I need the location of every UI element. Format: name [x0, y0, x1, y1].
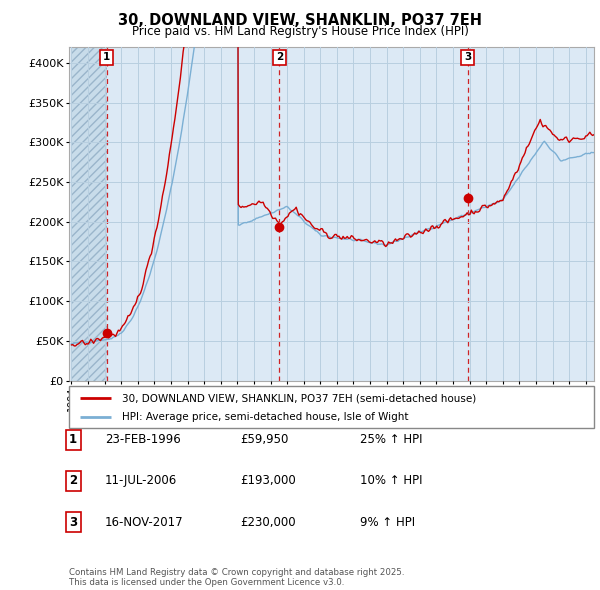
Text: 10% ↑ HPI: 10% ↑ HPI	[360, 474, 422, 487]
Text: 3: 3	[69, 516, 77, 529]
Text: Contains HM Land Registry data © Crown copyright and database right 2025.
This d: Contains HM Land Registry data © Crown c…	[69, 568, 404, 587]
Text: Price paid vs. HM Land Registry's House Price Index (HPI): Price paid vs. HM Land Registry's House …	[131, 25, 469, 38]
Text: £59,950: £59,950	[240, 433, 289, 446]
Text: £230,000: £230,000	[240, 516, 296, 529]
Text: HPI: Average price, semi-detached house, Isle of Wight: HPI: Average price, semi-detached house,…	[121, 412, 408, 422]
Text: 16-NOV-2017: 16-NOV-2017	[105, 516, 184, 529]
Text: 23-FEB-1996: 23-FEB-1996	[105, 433, 181, 446]
Text: 3: 3	[464, 52, 471, 62]
Text: 11-JUL-2006: 11-JUL-2006	[105, 474, 177, 487]
Text: 1: 1	[103, 52, 110, 62]
Text: 2: 2	[276, 52, 283, 62]
Bar	[71, 47, 107, 381]
Text: 30, DOWNLAND VIEW, SHANKLIN, PO37 7EH (semi-detached house): 30, DOWNLAND VIEW, SHANKLIN, PO37 7EH (s…	[121, 393, 476, 403]
Text: 25% ↑ HPI: 25% ↑ HPI	[360, 433, 422, 446]
Text: 9% ↑ HPI: 9% ↑ HPI	[360, 516, 415, 529]
Text: 30, DOWNLAND VIEW, SHANKLIN, PO37 7EH: 30, DOWNLAND VIEW, SHANKLIN, PO37 7EH	[118, 13, 482, 28]
Text: 2: 2	[69, 474, 77, 487]
Text: 1: 1	[69, 433, 77, 446]
FancyBboxPatch shape	[69, 386, 594, 428]
Text: £193,000: £193,000	[240, 474, 296, 487]
